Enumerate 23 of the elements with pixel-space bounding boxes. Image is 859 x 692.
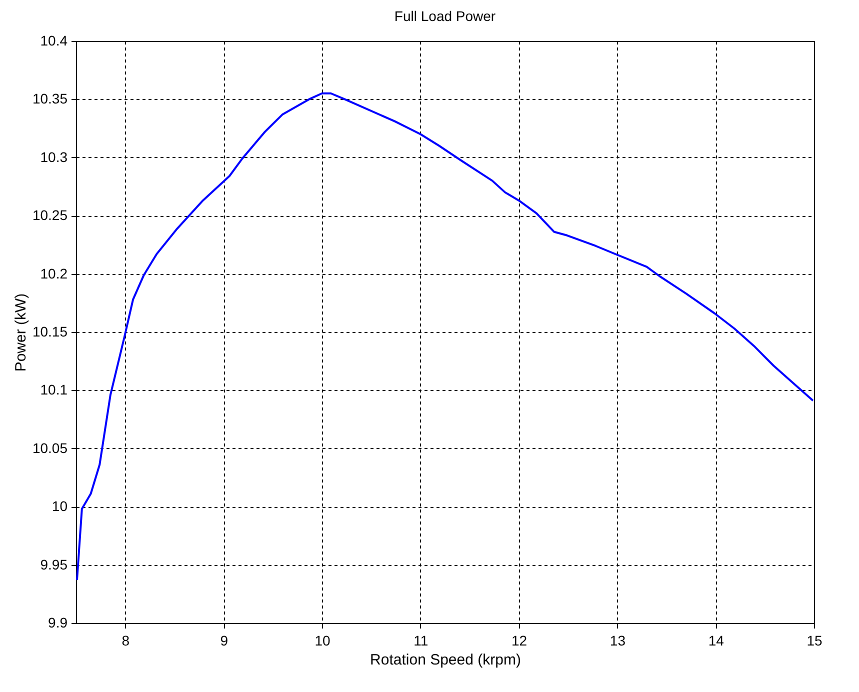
x-tick-label: 13 xyxy=(610,632,626,648)
y-tick-label: 9.9 xyxy=(48,614,68,630)
y-tick-label: 9.95 xyxy=(40,556,68,572)
x-tick-label: 8 xyxy=(122,632,130,648)
x-tick-label: 15 xyxy=(806,632,822,648)
y-tick-label: 10.4 xyxy=(40,32,68,48)
y-tick-label: 10.05 xyxy=(32,440,68,456)
y-tick-label: 10.1 xyxy=(40,382,68,398)
line-series xyxy=(76,92,814,581)
x-tick-label: 14 xyxy=(708,632,724,648)
y-tick-label: 10.3 xyxy=(40,148,68,165)
y-tick-label: 10.25 xyxy=(32,207,68,224)
y-axis-title: Power (kW) xyxy=(12,293,30,372)
y-tick-label: 10.2 xyxy=(40,265,68,282)
chart-title: Full Load Power xyxy=(394,8,496,24)
x-tick-label: 9 xyxy=(220,632,228,648)
y-tick-label: 10.35 xyxy=(32,90,68,107)
x-tick-label: 10 xyxy=(314,632,330,648)
y-tick-label: 10 xyxy=(52,498,68,514)
x-tick-label: 11 xyxy=(414,632,428,648)
x-tick-label: 12 xyxy=(512,632,528,648)
y-tick-label: 10.15 xyxy=(32,324,68,340)
x-axis-title: Rotation Speed (krpm) xyxy=(370,652,521,668)
